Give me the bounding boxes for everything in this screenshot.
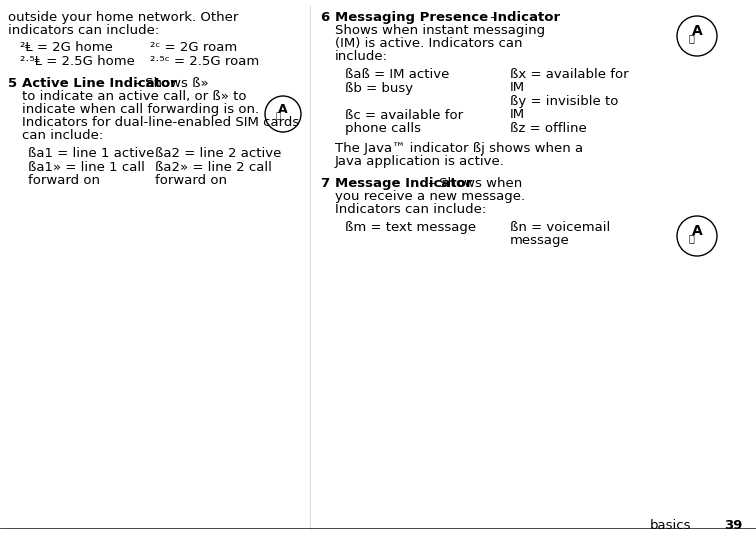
Text: include:: include: (335, 50, 388, 63)
Text: ²·⁵Ⱡ = 2.5G home: ²·⁵Ⱡ = 2.5G home (20, 55, 135, 68)
Text: 7: 7 (320, 177, 329, 190)
Text: Indicators can include:: Indicators can include: (335, 203, 486, 216)
Text: Shows when instant messaging: Shows when instant messaging (335, 24, 545, 37)
Text: message: message (510, 234, 570, 247)
Text: A: A (278, 103, 288, 116)
Text: Ⓐ: Ⓐ (275, 111, 280, 120)
Text: Indicators for dual-line-enabled SIM cards: Indicators for dual-line-enabled SIM car… (22, 116, 299, 129)
Text: ßa2 = line 2 active: ßa2 = line 2 active (155, 147, 281, 160)
Text: can include:: can include: (22, 129, 104, 142)
Text: – Shows when: – Shows when (424, 177, 522, 190)
Text: ßa1» = line 1 call: ßa1» = line 1 call (28, 161, 145, 174)
Text: IM: IM (510, 108, 525, 121)
Text: Messaging Presence Indicator: Messaging Presence Indicator (335, 11, 560, 24)
Text: ²·⁵ᶜ = 2.5G roam: ²·⁵ᶜ = 2.5G roam (150, 55, 259, 68)
Text: Ⓐ: Ⓐ (688, 33, 694, 43)
Text: basics: basics (650, 519, 692, 532)
Text: Java application is active.: Java application is active. (335, 155, 505, 168)
Text: 39: 39 (723, 519, 742, 532)
Text: A: A (692, 224, 702, 238)
Text: ßm = text message: ßm = text message (345, 221, 476, 234)
Text: ßx = available for: ßx = available for (510, 68, 629, 81)
Text: ²Ⱡ = 2G home: ²Ⱡ = 2G home (20, 41, 113, 54)
Text: (IM) is active. Indicators can: (IM) is active. Indicators can (335, 37, 522, 50)
Text: ßn = voicemail: ßn = voicemail (510, 221, 610, 234)
Text: IM: IM (510, 81, 525, 94)
Text: ²ᶜ = 2G roam: ²ᶜ = 2G roam (150, 41, 237, 54)
Text: forward on: forward on (28, 174, 100, 187)
Text: – Shows ß»: – Shows ß» (130, 77, 209, 90)
Text: ßb = busy: ßb = busy (345, 82, 413, 95)
Text: A: A (692, 24, 702, 38)
Text: to indicate an active call, or ß» to: to indicate an active call, or ß» to (22, 90, 246, 103)
Text: ßa1 = line 1 active: ßa1 = line 1 active (28, 147, 154, 160)
Text: you receive a new message.: you receive a new message. (335, 190, 525, 203)
Text: ßc = available for: ßc = available for (345, 109, 463, 122)
Text: Active Line Indicator: Active Line Indicator (22, 77, 177, 90)
Text: 6: 6 (320, 11, 330, 24)
Text: indicators can include:: indicators can include: (8, 24, 160, 37)
Text: phone calls: phone calls (345, 122, 421, 135)
Text: ßaß = IM active: ßaß = IM active (345, 68, 449, 81)
Text: Ⓐ: Ⓐ (688, 233, 694, 243)
Text: forward on: forward on (155, 174, 227, 187)
Text: The Java™ indicator ßj shows when a: The Java™ indicator ßj shows when a (335, 142, 583, 155)
Text: ßa2» = line 2 call: ßa2» = line 2 call (155, 161, 272, 174)
Text: 5: 5 (8, 77, 17, 90)
Text: Message Indicator: Message Indicator (335, 177, 472, 190)
Text: ßy = invisible to: ßy = invisible to (510, 95, 618, 108)
Text: outside your home network. Other: outside your home network. Other (8, 11, 238, 24)
Text: –: – (486, 11, 497, 24)
Text: indicate when call forwarding is on.: indicate when call forwarding is on. (22, 103, 259, 116)
Text: ßz = offline: ßz = offline (510, 122, 587, 135)
